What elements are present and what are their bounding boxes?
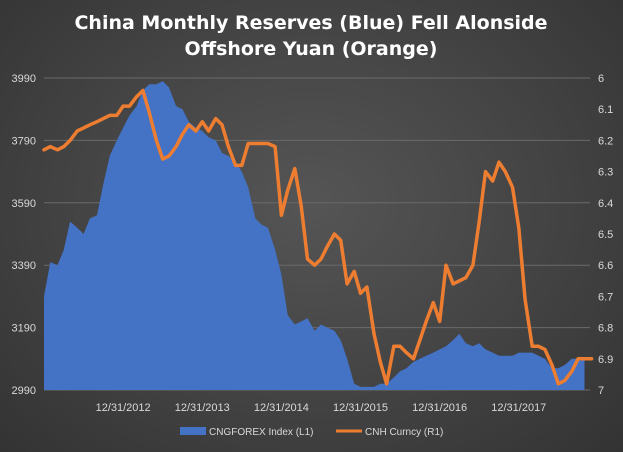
left-tick-label: 3190 <box>12 323 36 335</box>
left-tick-label: 3590 <box>12 198 36 210</box>
x-tick-label: 12/31/2017 <box>491 402 546 414</box>
right-tick-label: 6.9 <box>598 354 613 366</box>
right-tick-label: 6.4 <box>598 198 613 210</box>
right-tick-label: 6 <box>598 73 604 85</box>
right-tick-label: 6.8 <box>598 323 613 335</box>
right-axis-ticks: 6 6.1 6.2 6.3 6.4 6.5 6.6 6.7 6.8 6.9 7 <box>598 73 613 397</box>
legend-label-reserves: CNGFOREX Index (L1) <box>209 427 313 438</box>
x-tick-label: 12/31/2016 <box>412 402 467 414</box>
legend: CNGFOREX Index (L1) CNH Curncy (R1) <box>180 427 443 438</box>
chart-title-line-1: China Monthly Reserves (Blue) Fell Alons… <box>74 12 547 34</box>
cnh-line <box>42 88 594 386</box>
x-axis-ticks: 12/31/2012 12/31/2013 12/31/2014 12/31/2015… <box>96 402 547 414</box>
left-tick-label: 3990 <box>12 73 36 85</box>
right-tick-label: 6.1 <box>598 104 613 116</box>
cnh-line-series <box>42 88 594 386</box>
reserves-area-series <box>44 81 585 390</box>
left-tick-label: 3790 <box>12 135 36 147</box>
left-tick-label: 3390 <box>12 260 36 272</box>
x-tick-label: 12/31/2015 <box>333 402 388 414</box>
x-tick-label: 12/31/2013 <box>175 402 230 414</box>
right-tick-label: 6.2 <box>598 135 613 147</box>
left-tick-label: 2990 <box>12 385 36 397</box>
reserves-area <box>44 81 585 390</box>
legend-swatch-reserves <box>180 427 206 435</box>
right-tick-label: 6.7 <box>598 291 613 303</box>
chart-title-line-2: Offshore Yuan (Orange) <box>185 38 438 60</box>
legend-label-cnh: CNH Curncy (R1) <box>365 427 443 438</box>
right-tick-label: 6.5 <box>598 229 613 241</box>
chart-title: China Monthly Reserves (Blue) Fell Alons… <box>74 12 547 60</box>
x-tick-label: 12/31/2012 <box>96 402 151 414</box>
right-tick-label: 6.3 <box>598 167 613 179</box>
right-tick-label: 7 <box>598 385 604 397</box>
left-axis-ticks: 3990 3790 3590 3390 3190 2990 <box>12 73 36 397</box>
right-tick-label: 6.6 <box>598 260 613 272</box>
x-tick-label: 12/31/2014 <box>254 402 309 414</box>
